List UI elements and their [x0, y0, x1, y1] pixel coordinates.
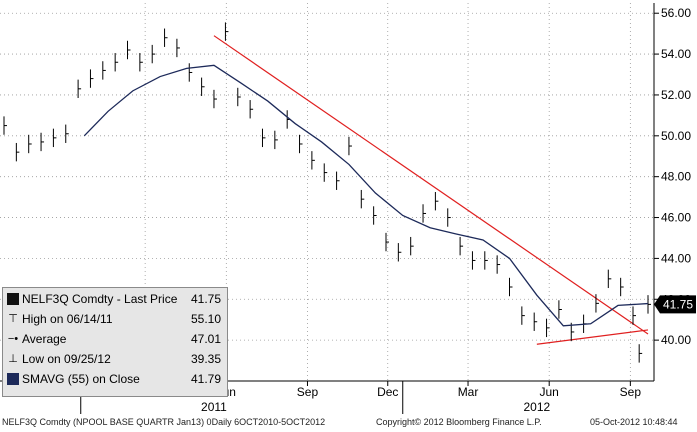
y-tick-label: 54.00 — [661, 47, 691, 61]
low-marker-icon: ⊥ — [8, 353, 18, 365]
legend: NELF3Q Comdty - Last Price 41.75 ⊤ High … — [2, 287, 228, 397]
average-marker-icon: −• — [7, 333, 19, 345]
y-tick-label: 56.00 — [661, 6, 691, 20]
legend-row-high: ⊤ High on 06/14/11 55.10 — [3, 310, 227, 328]
trend-lines — [213, 35, 649, 345]
trend-line — [213, 35, 649, 335]
legend-row-low: ⊥ Low on 09/25/12 39.35 — [3, 350, 227, 368]
high-marker-icon: ⊤ — [8, 313, 18, 325]
legend-label: Low on 09/25/12 — [22, 352, 111, 366]
x-tick-label: Jun — [540, 385, 559, 399]
legend-value: 41.75 — [190, 292, 221, 306]
navy-square-icon — [7, 373, 19, 385]
last-price-marker — [654, 295, 696, 314]
y-tick-label: 48.00 — [661, 170, 691, 184]
y-tick-label: 40.00 — [661, 333, 691, 347]
footer-security-info: NELF3Q Comdty (NPOOL BASE QUARTR Jan13) … — [2, 417, 326, 427]
legend-label: SMAVG (55) on Close — [22, 372, 140, 386]
trend-line — [536, 329, 649, 345]
sma-polyline — [83, 64, 649, 327]
legend-row-sma: SMAVG (55) on Close 41.79 — [3, 370, 227, 388]
sma-line — [83, 64, 649, 327]
last-price-value: 41.75 — [663, 297, 693, 311]
filled-square-icon — [7, 293, 19, 305]
footer-timestamp: 05-Oct-2012 10:48:44 — [590, 417, 678, 427]
legend-label: High on 06/14/11 — [22, 312, 113, 326]
x-tick-label: Mar — [458, 385, 479, 399]
legend-row-last-price: NELF3Q Comdty - Last Price 41.75 — [3, 290, 227, 308]
price-bars — [3, 22, 651, 363]
legend-value: 47.01 — [190, 332, 221, 346]
x-tick-label: Dec — [377, 385, 398, 399]
y-tick-label: 52.00 — [661, 88, 691, 102]
y-tick-label: 46.00 — [661, 211, 691, 225]
year-label: 2011 — [201, 400, 227, 414]
legend-label: NELF3Q Comdty - Last Price — [22, 292, 178, 306]
legend-label: Average — [22, 332, 67, 346]
last-price-tag: 41.75 — [654, 295, 696, 314]
legend-value: 41.79 — [190, 372, 221, 386]
legend-row-average: −• Average 47.01 — [3, 330, 227, 348]
y-tick-label: 50.00 — [661, 129, 691, 143]
x-tick-label: Sep — [297, 385, 319, 399]
y-tick-label: 44.00 — [661, 251, 691, 265]
legend-value: 55.10 — [190, 312, 221, 326]
footer-copyright: Copyright© 2012 Bloomberg Finance L.P. — [376, 417, 542, 427]
year-label: 2012 — [523, 400, 550, 414]
legend-value: 39.35 — [190, 352, 221, 366]
x-tick-label: Sep — [620, 385, 642, 399]
